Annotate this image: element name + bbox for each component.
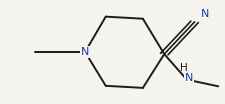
Text: N: N xyxy=(81,47,89,57)
Text: N: N xyxy=(185,73,193,83)
Text: N: N xyxy=(200,9,209,19)
Text: H: H xyxy=(180,63,188,73)
